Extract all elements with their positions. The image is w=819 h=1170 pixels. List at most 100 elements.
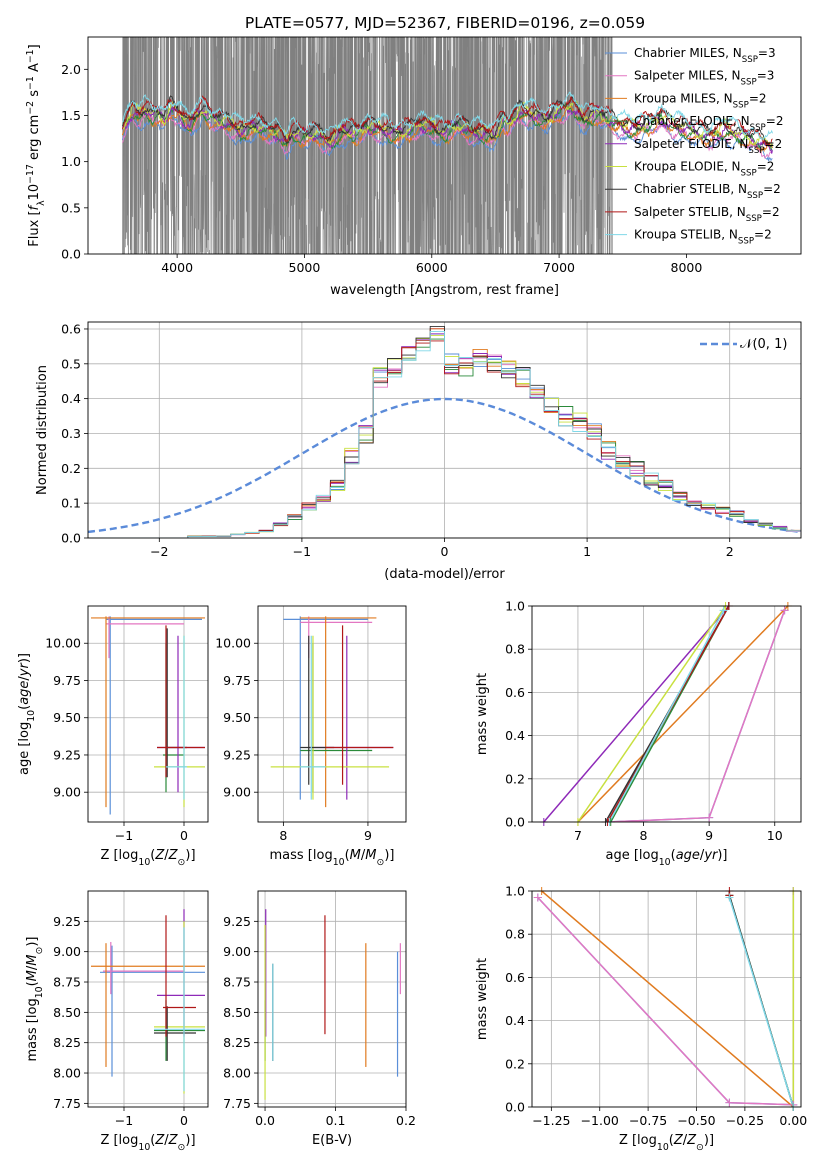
x-tick-label: −1 (115, 828, 133, 843)
x-axis-label: Z [log10(Z/Z⊙)] (100, 1133, 195, 1153)
plot-area-residuals (88, 322, 801, 538)
weight-line (541, 891, 794, 1107)
y-tick-label: 0.4 (61, 391, 81, 406)
x-tick-label: 4000 (161, 260, 193, 275)
y-tick-label: 0.0 (61, 531, 81, 546)
x-tick-label: −0.75 (629, 1113, 667, 1128)
panel-residuals: −2 −1 0 1 2 0.0 0.1 0.2 0.3 0.4 0.5 0.6 (data-model)… (35, 321, 802, 582)
y-tick-label: 9.00 (223, 785, 251, 800)
y-tick-label: 0.2 (61, 461, 81, 476)
y-tick-label: 9.25 (53, 747, 81, 762)
y-tick-label: 8.25 (223, 1035, 251, 1050)
axes-frame (87, 321, 802, 539)
axes-frame (87, 890, 209, 1108)
x-tick-label: −0.50 (677, 1113, 715, 1128)
x-tick-label: 0.0 (255, 1113, 275, 1128)
model-line (122, 91, 773, 141)
weight-marker (533, 893, 542, 902)
legend-entry: Salpeter STELIB, NSSP=2 (634, 205, 780, 224)
y-tick-label: 9.00 (53, 944, 81, 959)
x-tick-label: −1.25 (532, 1113, 570, 1128)
x-tick-label: 0 (441, 544, 449, 559)
legend-entry: Kroupa ELODIE, NSSP=2 (634, 160, 774, 179)
legend-entry: Chabrier ELODIE, NSSP=2 (634, 114, 783, 133)
x-tick-label: 8 (279, 828, 287, 843)
x-axis-label: wavelength [Angstrom, rest frame] (330, 283, 559, 298)
y-tick-label: 9.50 (223, 710, 251, 725)
y-tick-label: 8.75 (53, 975, 81, 990)
weight-marker (725, 1098, 734, 1107)
axes-frame (87, 36, 802, 255)
y-tick-label: 9.25 (223, 747, 251, 762)
legend-entry: Chabrier MILES, NSSP=3 (634, 46, 776, 65)
x-tick-label: 5000 (289, 260, 321, 275)
y-tick-label: 0.5 (61, 200, 81, 215)
x-tick-label: 0.2 (396, 1113, 416, 1128)
x-tick-label: 0.1 (326, 1113, 346, 1128)
y-axis-label: Normed distribution (35, 365, 50, 495)
x-axis-label: E(B-V) (312, 1133, 352, 1148)
axes-frame (531, 605, 802, 823)
y-tick-label: 0.0 (505, 1100, 525, 1115)
x-tick-label: 10 (767, 828, 783, 843)
plot-area-weight-Z (532, 891, 801, 1107)
y-tick-label: 0.0 (505, 815, 525, 830)
y-tick-label: 0.6 (61, 321, 81, 336)
y-tick-label: 1.5 (61, 108, 81, 123)
weight-line (577, 606, 727, 822)
y-tick-label: 10.00 (215, 636, 251, 651)
weight-marker (780, 606, 789, 615)
legend-entry: Salpeter MILES, NSSP=3 (634, 69, 774, 88)
model-line (121, 105, 773, 153)
x-tick-label: 1 (583, 544, 591, 559)
x-tick-label: −1 (115, 1113, 133, 1128)
y-tick-label: 0.6 (505, 970, 525, 985)
plot-area-mass-EBV (258, 891, 406, 1107)
axes-frame (87, 605, 209, 823)
x-tick-label: 6000 (416, 260, 448, 275)
y-axis-label: age [log10(age/yr)] (17, 653, 37, 775)
plot-area-weight-age (532, 606, 801, 822)
legend-entry: Kroupa STELIB, NSSP=2 (634, 228, 772, 247)
y-tick-label: 0.0 (61, 247, 81, 262)
legend-entry: Salpeter ELODIE, NSSP=2 (634, 137, 782, 156)
x-axis-label: Z [log10(Z/Z⊙)] (100, 848, 195, 868)
y-tick-label: 0.2 (505, 1056, 525, 1071)
y-tick-label: 8.50 (223, 1005, 251, 1020)
y-tick-label: 8.75 (223, 975, 251, 990)
histogram-step (88, 330, 801, 538)
panel-spectrum: 4000 5000 6000 7000 8000 0.0 0.5 1.0 1.5 2.0 wavel… (25, 36, 802, 298)
legend-entry: Kroupa MILES, NSSP=2 (634, 91, 767, 110)
x-tick-label: −1 (293, 544, 311, 559)
y-tick-label: 0.4 (505, 1013, 525, 1028)
plot-area-spectrum (121, 37, 773, 254)
legend-entry: 𝒩(0, 1) (740, 337, 787, 352)
plot-area-mass-Z (88, 891, 208, 1107)
y-axis-label: mass weight (475, 958, 490, 1040)
panel-weight-Z: −1.25 −1.00 −0.75 −0.50 −0.25 0.00 0.0 0.2 0.4 0.… (475, 884, 807, 1153)
x-axis-label: Z [log10(Z/Z⊙)] (619, 1133, 714, 1153)
panel-weight-age: 7 8 9 10 0.0 0.2 0.4 0.6 0.8 1.0 age [log10(age/yr… (475, 599, 802, 868)
y-tick-label: 9.50 (53, 710, 81, 725)
x-tick-label: 7000 (543, 260, 575, 275)
x-tick-label: −0.25 (726, 1113, 764, 1128)
y-tick-label: 0.8 (505, 927, 525, 942)
y-tick-label: 9.75 (223, 673, 251, 688)
y-tick-label: 7.75 (53, 1096, 81, 1111)
weight-line (577, 606, 789, 822)
y-tick-label: 9.25 (53, 914, 81, 929)
weight-line (543, 606, 730, 822)
axes-frame (531, 890, 802, 1108)
x-tick-label: 0.00 (779, 1113, 807, 1128)
y-tick-label: 9.00 (53, 785, 81, 800)
y-tick-label: 0.6 (505, 685, 525, 700)
figure-title: PLATE=0577, MJD=52367, FIBERID=0196, z=0… (245, 14, 645, 32)
y-axis-label: Flux [fλ10−17 erg cm−2 s−1 A−1] (25, 44, 47, 246)
x-tick-label: −2 (150, 544, 168, 559)
weight-line (728, 897, 795, 1107)
y-tick-label: 8.00 (223, 1066, 251, 1081)
x-tick-label: 2 (726, 544, 734, 559)
panel-age-Z: −1 0 9.00 9.25 9.50 9.75 10.00 Z [log10(Z/Z⊙)] a… (17, 605, 209, 868)
weight-marker (719, 606, 728, 615)
